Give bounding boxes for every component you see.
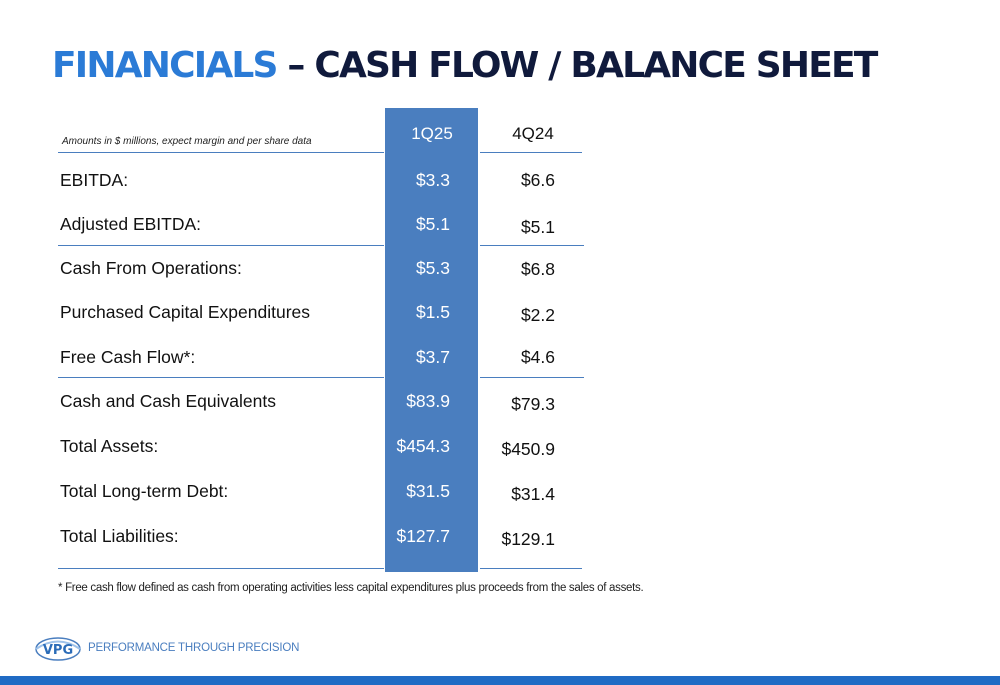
logo-wordmark: VPG — [43, 643, 73, 658]
row-value-1q25: $5.3 — [415, 258, 450, 278]
logo-tagline: PERFORMANCE THROUGH PRECISION — [88, 642, 300, 654]
highlight-column-1q25 — [385, 108, 478, 572]
row-value-4q24: $6.8 — [520, 259, 555, 279]
row-value-4q24: $79.3 — [511, 394, 555, 414]
row-value-1q25: $127.7 — [396, 526, 450, 546]
column-header-4q24: 4Q24 — [512, 124, 554, 143]
row-value-1q25: $31.5 — [406, 481, 450, 501]
table-bottom-line-right — [480, 568, 582, 569]
title-rest: – CASH FLOW / BALANCE SHEET — [276, 45, 878, 86]
row-label: EBITDA: — [60, 170, 129, 190]
section-divider-1 — [58, 245, 384, 246]
vpg-logo: VPG — [35, 637, 81, 661]
row-value-1q25: $5.1 — [415, 214, 450, 234]
row-value-4q24: $31.4 — [511, 484, 555, 504]
table-bottom-line — [58, 568, 384, 569]
row-value-4q24: $450.9 — [501, 439, 555, 459]
page-title: FINANCIALS – CASH FLOW / BALANCE SHEET — [52, 44, 878, 88]
row-value-1q25: $83.9 — [406, 391, 450, 411]
row-value-1q25: $454.3 — [396, 436, 450, 456]
header-divider-right — [480, 152, 582, 153]
row-value-4q24: $2.2 — [520, 305, 555, 325]
row-label: Purchased Capital Expenditures — [60, 302, 311, 322]
section-divider-2 — [58, 377, 384, 378]
header-divider-left — [58, 152, 384, 153]
row-label: Total Liabilities: — [60, 526, 179, 546]
row-label: Cash From Operations: — [60, 258, 242, 278]
row-label: Cash and Cash Equivalents — [60, 391, 276, 411]
footnote: * Free cash flow defined as cash from op… — [58, 582, 644, 594]
row-label: Adjusted EBITDA: — [60, 214, 202, 234]
column-header-1q25: 1Q25 — [411, 124, 453, 143]
section-divider-1-right — [480, 245, 584, 246]
row-value-4q24: $4.6 — [520, 347, 555, 367]
row-label: Total Assets: — [60, 436, 159, 456]
row-label: Free Cash Flow*: — [60, 347, 196, 367]
row-value-4q24: $5.1 — [520, 217, 555, 237]
section-divider-2-right — [480, 377, 584, 378]
units-note: Amounts in $ millions, expect margin and… — [62, 136, 312, 147]
title-accent: FINANCIALS — [52, 45, 278, 86]
row-value-1q25: $3.7 — [415, 347, 450, 367]
row-value-1q25: $1.5 — [415, 302, 450, 322]
row-value-4q24: $129.1 — [501, 529, 555, 549]
row-value-1q25: $3.3 — [415, 170, 450, 190]
footer-bar — [0, 676, 1000, 685]
row-label: Total Long-term Debt: — [60, 481, 229, 501]
row-value-4q24: $6.6 — [520, 170, 555, 190]
